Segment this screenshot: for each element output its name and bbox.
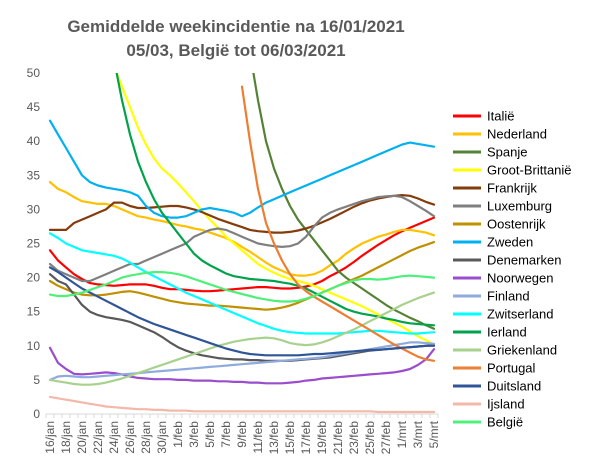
y-tick-label: 50 [27, 66, 41, 80]
y-tick-label: 15 [27, 305, 41, 319]
legend-label-spanje: Spanje [487, 145, 527, 160]
legend-label-nederland: Nederland [487, 127, 547, 142]
legend-label-frankrijk: Frankrijk [487, 181, 537, 196]
y-axis: 0 5 10 15 20 25 30 35 40 45 50 [27, 66, 41, 421]
series-line-portugal [240, 85, 436, 362]
series-line-itali- [48, 216, 436, 293]
y-tick-label: 35 [27, 168, 41, 182]
chart-title-line1: Gemiddelde weekincidentie na 16/01/2021 [67, 17, 404, 36]
x-tick-label: 27/feb [379, 421, 393, 455]
series-line-spanje [252, 73, 436, 330]
x-tick-label: 30/jan [155, 421, 169, 454]
x-tick-label: 25/feb [363, 421, 377, 455]
legend-label-ierland: Ierland [487, 325, 527, 340]
legend-label-ijsland: Ijsland [487, 397, 525, 412]
series-line-belgi- [48, 271, 436, 303]
x-tick-label: 15/feb [283, 421, 297, 455]
series-line-griekenland [48, 291, 436, 386]
x-tick-label: 21/feb [331, 421, 345, 455]
legend-label-denemarken: Denemarken [487, 253, 561, 268]
x-tick-label: 17/feb [299, 421, 313, 455]
x-tick-label: 26/jan [123, 421, 137, 454]
series-line-luxemburg [48, 194, 436, 283]
x-tick-label: 28/jan [139, 421, 153, 454]
legend-label-oostenrijk: Oostenrijk [487, 217, 546, 232]
x-tick-label: 1/mrt [395, 420, 409, 448]
y-tick-label: 10 [27, 339, 41, 353]
x-tick-label: 5/feb [203, 421, 217, 448]
series-line-oostenrijk [48, 241, 436, 311]
series-line-groot-brittani- [115, 73, 436, 346]
y-tick-label: 5 [33, 373, 40, 387]
y-tick-label: 20 [27, 271, 41, 285]
y-tick-label: 45 [27, 100, 41, 114]
series-line-duitsland [48, 266, 436, 357]
legend-label-belgi-: België [487, 415, 523, 430]
series-line-ierland [115, 73, 436, 327]
series-line-nederland [48, 181, 436, 277]
x-tick-label: 7/feb [219, 421, 233, 448]
legend-label-duitsland: Duitsland [487, 379, 541, 394]
x-tick-label: 5/mrt [427, 420, 441, 448]
y-tick-label: 30 [27, 202, 41, 216]
x-tick-label: 24/jan [107, 421, 121, 454]
legend-label-griekenland: Griekenland [487, 343, 557, 358]
legend-label-zwitserland: Zwitserland [487, 307, 553, 322]
legend-label-finland: Finland [487, 289, 530, 304]
x-tick-label: 18/jan [59, 421, 73, 454]
legend: Italië Nederland Spanje Groot-Brittanië Fran… [453, 109, 572, 430]
series-line-frankrijk [48, 194, 436, 234]
x-tick-label: 11/feb [251, 421, 265, 454]
x-tick-label: 13/feb [267, 421, 281, 455]
x-tick-label: 1/feb [171, 421, 185, 448]
x-tick-label: 3/feb [187, 421, 201, 448]
series-line-noorwegen [48, 346, 436, 385]
series-line-zweden [48, 119, 436, 219]
x-tick-label: 3/mrt [411, 420, 425, 448]
legend-label-portugal: Portugal [487, 361, 536, 376]
y-tick-label: 0 [33, 407, 40, 421]
x-tick-label: 9/feb [235, 421, 249, 448]
x-tick-label: 16/jan [43, 421, 57, 454]
legend-label-groot-brittani-: Groot-Brittanië [487, 163, 572, 178]
y-tick-label: 40 [27, 134, 41, 148]
series-line-ijsland [48, 395, 436, 414]
x-tick-label: 23/feb [347, 421, 361, 455]
legend-label-itali-: Italië [487, 109, 514, 124]
chart-title-line2: 05/03, België tot 06/03/2021 [126, 41, 345, 60]
y-tick-label: 25 [27, 237, 41, 251]
legend-label-zweden: Zweden [487, 235, 533, 250]
x-axis: 16/jan 18/jan 20/jan 22/jan 24/jan 26/jan 28/j… [43, 413, 441, 455]
series-lines [48, 73, 436, 414]
x-tick-label: 19/feb [315, 421, 329, 455]
x-tick-label: 22/jan [91, 421, 105, 454]
legend-label-luxemburg: Luxemburg [487, 199, 552, 214]
legend-label-noorwegen: Noorwegen [487, 271, 554, 286]
x-tick-label: 20/jan [75, 421, 89, 454]
